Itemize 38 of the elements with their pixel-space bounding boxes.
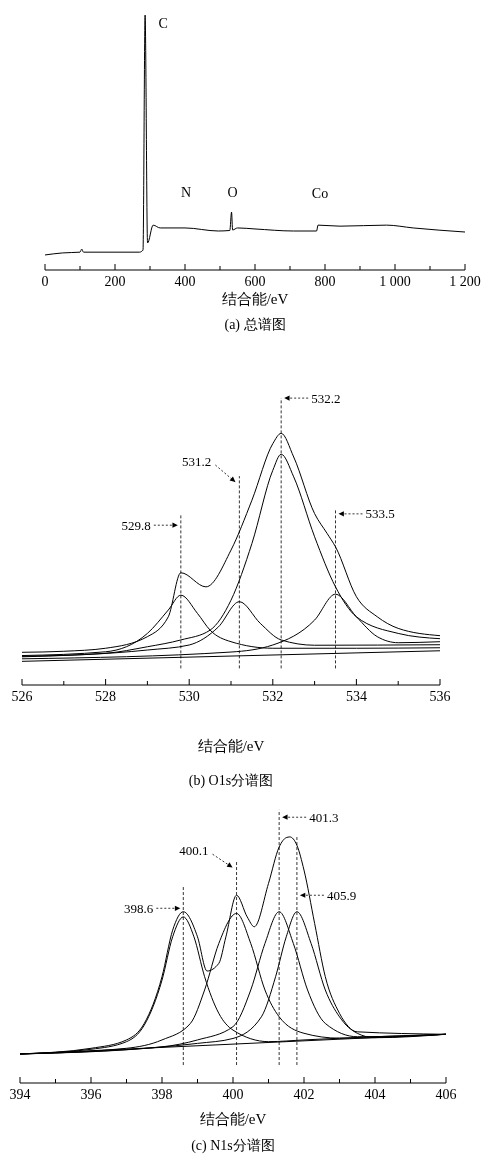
x-tick-label: 0 xyxy=(41,274,49,289)
x-tick-label: 406 xyxy=(435,1087,457,1102)
ref-line-label: 400.1 xyxy=(179,842,209,858)
x-tick-label: 1 200 xyxy=(449,274,481,289)
x-tick-label: 200 xyxy=(104,274,126,289)
text: (a) 总谱图 xyxy=(224,317,286,333)
x-axis-title: 结合能/eV xyxy=(197,738,265,754)
x-tick-label: 532 xyxy=(262,689,284,704)
ref-line-label: 532.2 xyxy=(311,390,341,406)
x-tick-label: 394 xyxy=(9,1087,31,1102)
ref-line-label: 529.8 xyxy=(121,517,151,533)
text: (b) O1s分谱图 xyxy=(188,773,274,789)
annotation: 405.9 xyxy=(326,887,357,903)
annotation: O xyxy=(227,185,238,201)
x-tick-label: 528 xyxy=(95,689,117,704)
x-tick-label: 534 xyxy=(345,689,367,704)
x-tick-label: 398 xyxy=(151,1087,173,1102)
ref-line-label: 398.6 xyxy=(124,900,154,916)
ref-line-label: 401.3 xyxy=(309,809,339,825)
annotation: C xyxy=(158,16,168,31)
ref-line-label: 533.5 xyxy=(365,506,395,522)
x-tick-label: 800 xyxy=(314,274,336,289)
text: (c) N1s分谱图 xyxy=(191,1138,275,1154)
x-tick-label: 600 xyxy=(244,274,266,289)
x-tick-label: 1 000 xyxy=(379,274,411,289)
x-tick-label: 530 xyxy=(178,689,200,704)
x-tick-label: 404 xyxy=(364,1087,386,1102)
x-tick-label: 526 xyxy=(11,689,33,704)
annotation: Co xyxy=(311,186,329,202)
x-axis-title: 结合能/eV xyxy=(199,1111,267,1127)
x-tick-label: 400 xyxy=(174,274,196,289)
x-axis-title: 结合能/eV xyxy=(221,291,289,307)
x-tick-label: 536 xyxy=(429,689,451,704)
x-tick-label: 400 xyxy=(222,1087,244,1102)
x-tick-label: 402 xyxy=(293,1087,315,1102)
x-tick-label: 396 xyxy=(80,1087,102,1102)
ref-line-label: 531.2 xyxy=(182,453,212,469)
annotation: N xyxy=(180,184,192,200)
